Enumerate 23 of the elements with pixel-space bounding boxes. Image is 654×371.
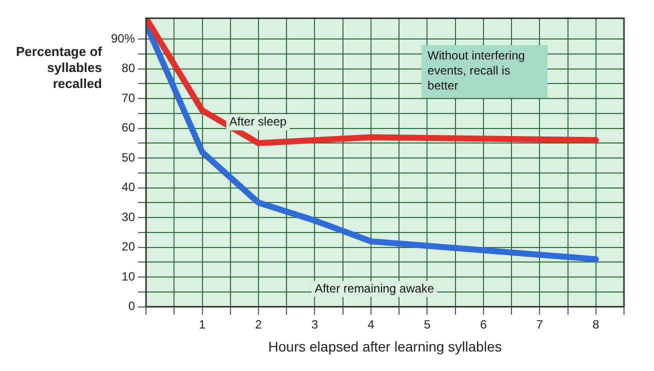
series-label: After sleep <box>229 114 287 129</box>
x-tick-label: 8 <box>592 317 600 332</box>
y-tick-label: 20 <box>122 240 136 254</box>
x-tick-label: 5 <box>424 317 431 332</box>
y-axis-title: Percentage of syllables recalled <box>16 44 103 92</box>
y-tick-label: 80 <box>122 61 136 76</box>
y-tick-label: 50 <box>122 150 136 164</box>
y-tick-label: 40 <box>122 180 136 194</box>
y-tick-label: 60 <box>122 120 136 135</box>
x-axis-title: Hours elapsed after learning syllables <box>268 338 502 354</box>
y-tick-label: 90% <box>110 31 136 46</box>
y-tick-label: 0 <box>128 299 136 314</box>
x-tick-label: 7 <box>536 317 544 332</box>
y-tick-label: 30 <box>122 210 136 224</box>
x-tick-label: 2 <box>255 317 262 332</box>
text: After remaining awake <box>314 281 434 296</box>
x-tick-label: 4 <box>368 317 375 332</box>
x-tick-label: 3 <box>311 317 318 332</box>
y-tick-label: 10 <box>122 269 136 284</box>
y-tick-label: 70 <box>122 90 136 105</box>
x-tick-label: 6 <box>480 317 488 332</box>
x-tick-label: 1 <box>198 317 206 332</box>
annotation: Without interfering events, recall is better <box>428 48 525 92</box>
